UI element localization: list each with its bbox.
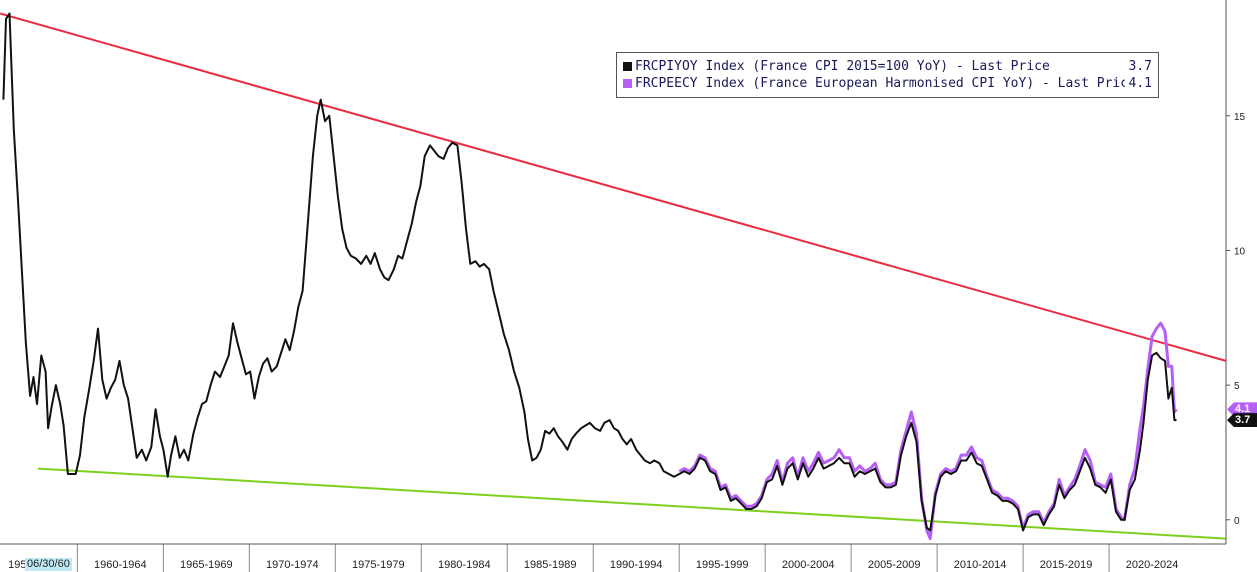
legend-last-value: 3.7 <box>1128 59 1152 74</box>
legend-label: FRCPEECY Index (France European Harmonis… <box>635 76 1125 91</box>
y-tick-label: 0 <box>1234 516 1240 527</box>
x-tick-label: 1990-1994 <box>610 559 663 571</box>
last-value-tag-hicp: 4.1 <box>1227 402 1257 417</box>
legend-swatch-frcpiyoy <box>623 62 632 71</box>
legend-item: FRCPIYOY Index (France CPI 2015=100 YoY)… <box>623 58 1152 75</box>
cursor-date-label: 06/30/60 <box>25 558 72 571</box>
legend-last-value: 4.1 <box>1128 76 1152 91</box>
legend-item: FRCPEECY Index (France European Harmonis… <box>623 75 1152 92</box>
y-tick-label: 10 <box>1234 246 1246 257</box>
x-tick-label: 1960-1964 <box>94 559 147 571</box>
trendline-upper <box>0 12 1227 362</box>
y-tick-label: 15 <box>1234 112 1246 123</box>
trendline-lower <box>37 467 1227 540</box>
x-tick-label: 2005-2009 <box>868 559 921 571</box>
legend-swatch-frcpeecy <box>623 79 632 88</box>
last-value-tag-cpi: 3.7 <box>1227 413 1257 428</box>
series-lines <box>2 12 1178 541</box>
x-tick-label: 2000-2004 <box>782 559 835 571</box>
series-line-frcpeecy <box>678 321 1178 541</box>
x-tick-label: 1970-1974 <box>266 559 319 571</box>
series-line-frcpiyoy <box>2 12 1177 532</box>
x-tick-label: 1975-1979 <box>352 559 405 571</box>
legend: FRCPIYOY Index (France CPI 2015=100 YoY)… <box>616 52 1159 98</box>
x-tick-label: 1985-1989 <box>524 559 577 571</box>
trendlines <box>0 12 1227 540</box>
vertical-gridlines <box>76 544 1110 572</box>
x-tick-label: 1980-1984 <box>438 559 491 571</box>
x-tick-label: 2010-2014 <box>954 559 1007 571</box>
x-tick-label: 1965-1969 <box>180 559 233 571</box>
y-tick-labels: 0 5 10 15 <box>1234 112 1246 527</box>
x-tick-label: 1995-1999 <box>696 559 749 571</box>
y-tick-label: 5 <box>1234 381 1240 392</box>
legend-label: FRCPIYOY Index (France CPI 2015=100 YoY)… <box>635 59 1050 74</box>
x-tick-label: 2020-2024 <box>1126 559 1179 571</box>
axes <box>0 0 1230 545</box>
x-tick-label: 2015-2019 <box>1040 559 1093 571</box>
